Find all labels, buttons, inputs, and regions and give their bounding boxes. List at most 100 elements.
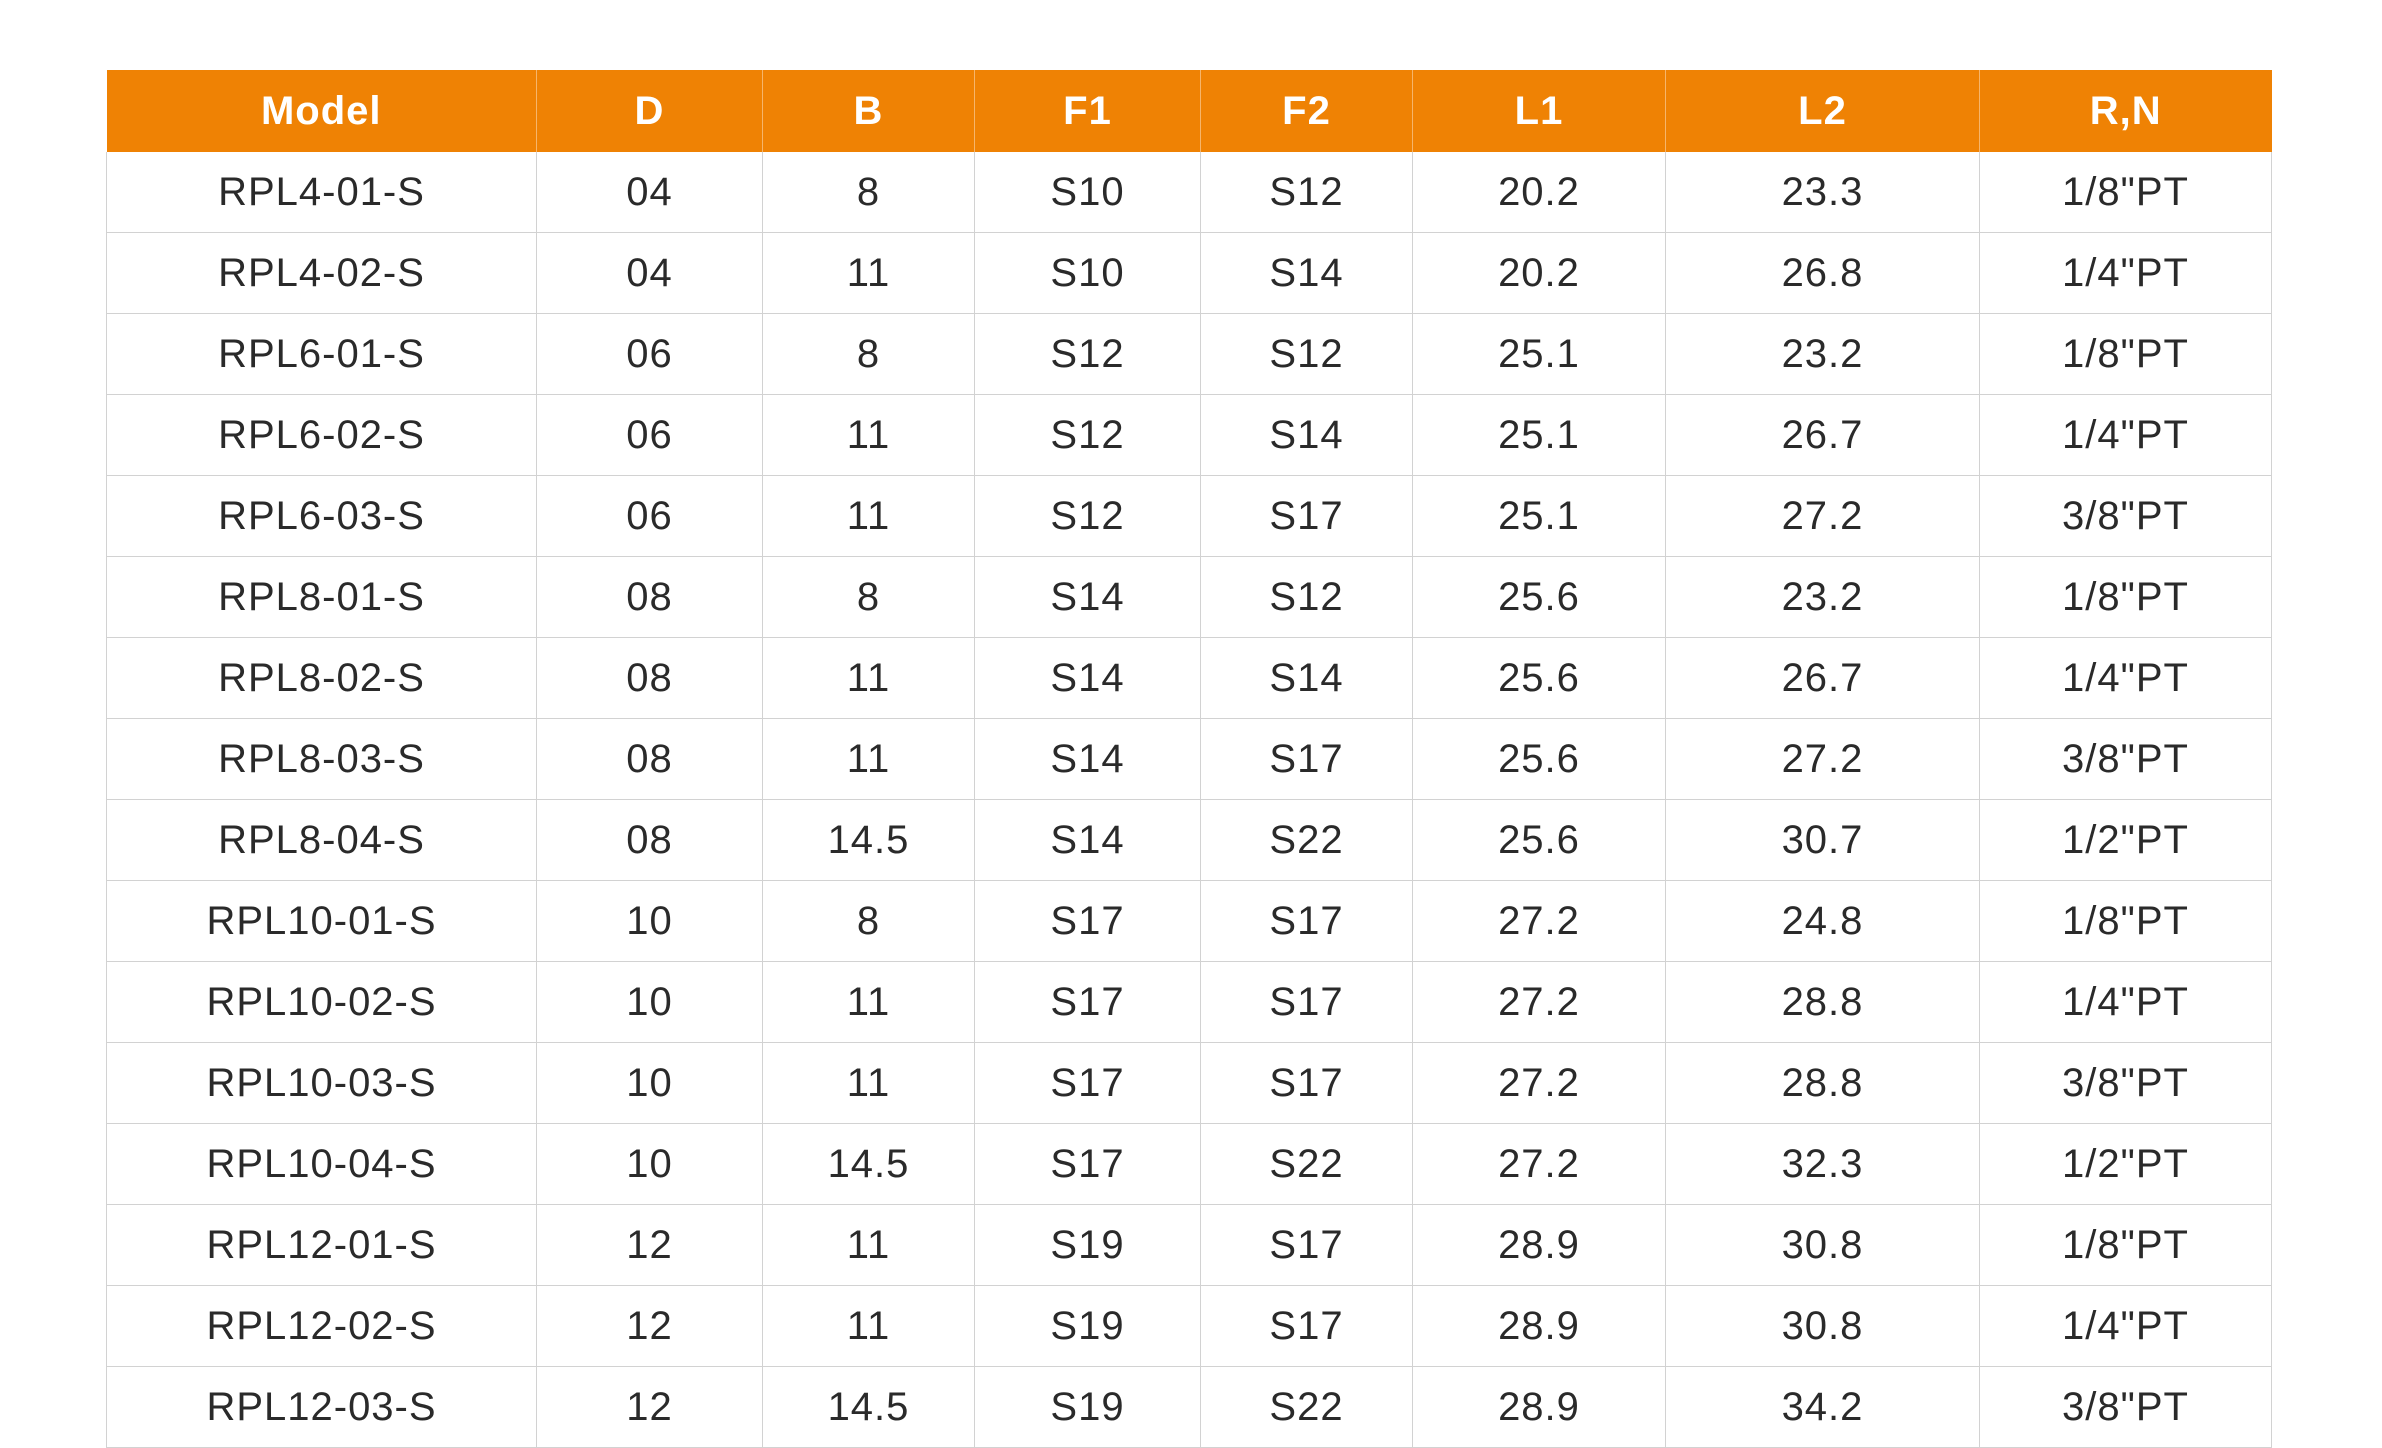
- spec-table: Model D B F1 F2 L1 L2 R,N RPL4-01-S 04 8 S1…: [106, 70, 2272, 1448]
- cell-model: RPL4-01-S: [106, 152, 537, 233]
- cell-b: 11: [762, 475, 975, 557]
- cell-l1: 28.9: [1412, 1285, 1666, 1367]
- header-rn: R,N: [1979, 70, 2272, 152]
- cell-l1: 28.9: [1412, 1204, 1666, 1286]
- cell-l1: 25.6: [1412, 718, 1666, 800]
- table-row: RPL10-04-S 10 14.5 S17 S22 27.2 32.3 1/2"PT: [106, 1123, 2272, 1205]
- cell-d: 06: [536, 394, 763, 476]
- cell-l2: 27.2: [1665, 475, 1980, 557]
- cell-l1: 27.2: [1412, 1042, 1666, 1124]
- cell-l1: 25.1: [1412, 475, 1666, 557]
- table-row: RPL6-01-S 06 8 S12 S12 25.1 23.2 1/8"PT: [106, 313, 2272, 395]
- cell-rn: 3/8"PT: [1979, 475, 2272, 557]
- cell-rn: 1/8"PT: [1979, 880, 2272, 962]
- cell-rn: 1/8"PT: [1979, 556, 2272, 638]
- cell-f2: S12: [1200, 152, 1413, 233]
- cell-b: 11: [762, 1204, 975, 1286]
- cell-f1: S17: [974, 1042, 1201, 1124]
- cell-f2: S22: [1200, 1366, 1413, 1448]
- cell-d: 08: [536, 637, 763, 719]
- cell-d: 08: [536, 799, 763, 881]
- cell-d: 12: [536, 1204, 763, 1286]
- cell-l2: 23.2: [1665, 313, 1980, 395]
- cell-b: 11: [762, 718, 975, 800]
- cell-b: 11: [762, 1042, 975, 1124]
- table-row: RPL12-02-S 12 11 S19 S17 28.9 30.8 1/4"PT: [106, 1285, 2272, 1367]
- cell-d: 06: [536, 475, 763, 557]
- cell-f1: S19: [974, 1285, 1201, 1367]
- table-row: RPL8-04-S 08 14.5 S14 S22 25.6 30.7 1/2"PT: [106, 799, 2272, 881]
- cell-b: 14.5: [762, 1123, 975, 1205]
- cell-rn: 3/8"PT: [1979, 718, 2272, 800]
- cell-model: RPL12-01-S: [106, 1204, 537, 1286]
- cell-rn: 1/4"PT: [1979, 394, 2272, 476]
- table-row: RPL6-02-S 06 11 S12 S14 25.1 26.7 1/4"PT: [106, 394, 2272, 476]
- cell-l2: 28.8: [1665, 961, 1980, 1043]
- table-row: RPL8-03-S 08 11 S14 S17 25.6 27.2 3/8"PT: [106, 718, 2272, 800]
- cell-l1: 27.2: [1412, 880, 1666, 962]
- cell-f1: S12: [974, 313, 1201, 395]
- cell-d: 12: [536, 1366, 763, 1448]
- cell-d: 08: [536, 718, 763, 800]
- cell-f2: S17: [1200, 961, 1413, 1043]
- cell-l2: 24.8: [1665, 880, 1980, 962]
- cell-model: RPL6-03-S: [106, 475, 537, 557]
- cell-rn: 1/2"PT: [1979, 799, 2272, 881]
- cell-l1: 25.1: [1412, 313, 1666, 395]
- cell-l2: 26.7: [1665, 394, 1980, 476]
- cell-l1: 20.2: [1412, 152, 1666, 233]
- cell-l1: 20.2: [1412, 232, 1666, 314]
- cell-b: 8: [762, 880, 975, 962]
- cell-l1: 28.9: [1412, 1366, 1666, 1448]
- cell-l1: 25.1: [1412, 394, 1666, 476]
- cell-model: RPL4-02-S: [106, 232, 537, 314]
- cell-f2: S17: [1200, 1204, 1413, 1286]
- cell-rn: 1/4"PT: [1979, 232, 2272, 314]
- cell-d: 04: [536, 232, 763, 314]
- cell-b: 8: [762, 313, 975, 395]
- cell-d: 10: [536, 1042, 763, 1124]
- cell-f2: S14: [1200, 232, 1413, 314]
- cell-model: RPL10-01-S: [106, 880, 537, 962]
- cell-d: 10: [536, 880, 763, 962]
- cell-b: 8: [762, 152, 975, 233]
- cell-l2: 30.8: [1665, 1285, 1980, 1367]
- cell-model: RPL8-04-S: [106, 799, 537, 881]
- cell-rn: 1/4"PT: [1979, 1285, 2272, 1367]
- cell-f2: S22: [1200, 799, 1413, 881]
- cell-l2: 23.2: [1665, 556, 1980, 638]
- cell-f1: S19: [974, 1366, 1201, 1448]
- cell-f1: S14: [974, 556, 1201, 638]
- cell-b: 14.5: [762, 799, 975, 881]
- cell-rn: 1/4"PT: [1979, 961, 2272, 1043]
- table-body: RPL4-01-S 04 8 S10 S12 20.2 23.3 1/8"PT RPL4-02-…: [106, 152, 2272, 1448]
- header-d: D: [536, 70, 763, 152]
- cell-f1: S12: [974, 475, 1201, 557]
- cell-f2: S17: [1200, 718, 1413, 800]
- header-f1: F1: [974, 70, 1201, 152]
- cell-b: 11: [762, 1285, 975, 1367]
- cell-rn: 1/8"PT: [1979, 313, 2272, 395]
- cell-model: RPL12-03-S: [106, 1366, 537, 1448]
- header-b: B: [762, 70, 975, 152]
- table-row: RPL6-03-S 06 11 S12 S17 25.1 27.2 3/8"PT: [106, 475, 2272, 557]
- cell-d: 06: [536, 313, 763, 395]
- table-row: RPL10-02-S 10 11 S17 S17 27.2 28.8 1/4"PT: [106, 961, 2272, 1043]
- cell-f1: S14: [974, 637, 1201, 719]
- cell-model: RPL6-02-S: [106, 394, 537, 476]
- cell-d: 04: [536, 152, 763, 233]
- cell-f2: S14: [1200, 637, 1413, 719]
- cell-f1: S14: [974, 799, 1201, 881]
- cell-b: 11: [762, 394, 975, 476]
- cell-l2: 23.3: [1665, 152, 1980, 233]
- cell-d: 12: [536, 1285, 763, 1367]
- cell-f2: S22: [1200, 1123, 1413, 1205]
- cell-model: RPL10-03-S: [106, 1042, 537, 1124]
- cell-l1: 25.6: [1412, 799, 1666, 881]
- header-row: Model D B F1 F2 L1 L2 R,N: [106, 70, 2272, 152]
- cell-f2: S12: [1200, 556, 1413, 638]
- header-l1: L1: [1412, 70, 1666, 152]
- header-model: Model: [106, 70, 537, 152]
- table-row: RPL8-02-S 08 11 S14 S14 25.6 26.7 1/4"PT: [106, 637, 2272, 719]
- cell-rn: 1/8"PT: [1979, 1204, 2272, 1286]
